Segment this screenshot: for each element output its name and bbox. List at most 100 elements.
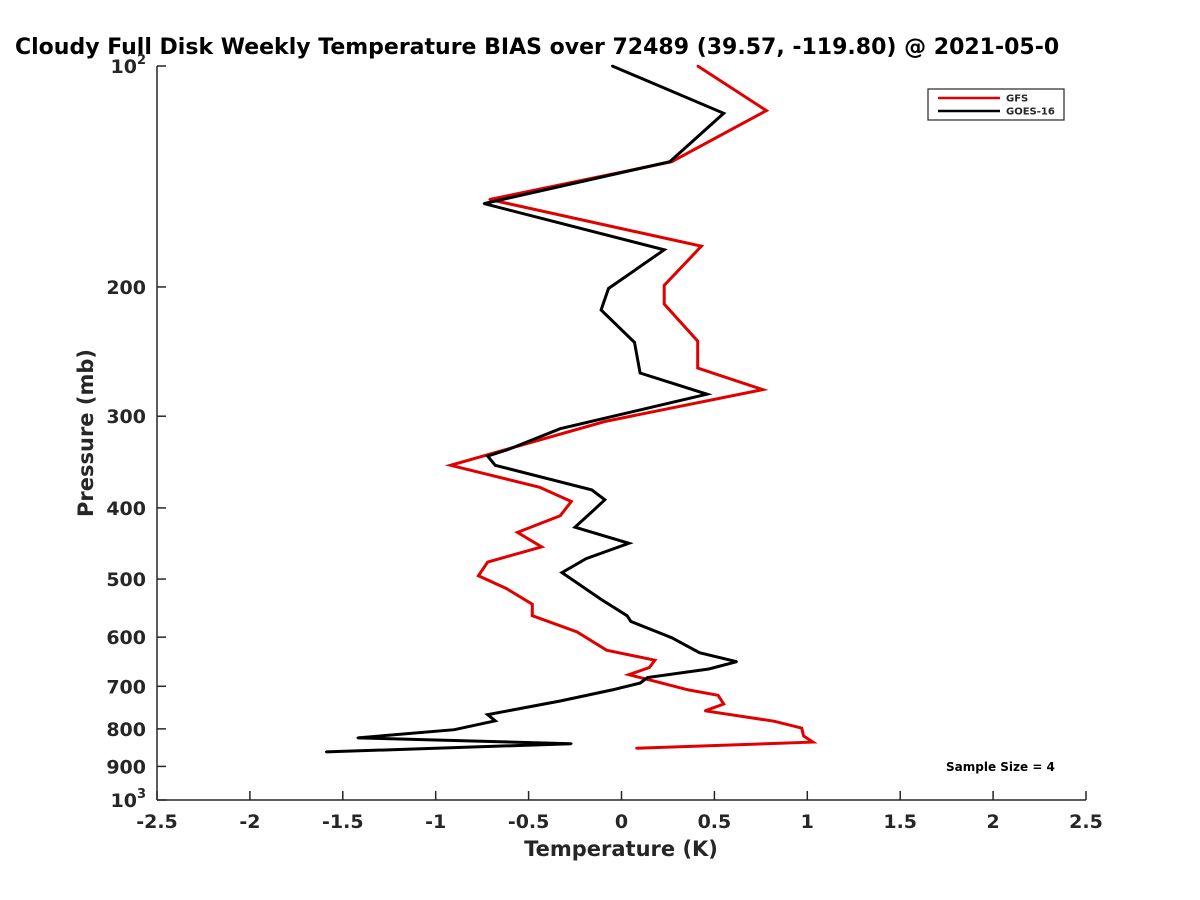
data-point xyxy=(449,464,452,467)
data-point xyxy=(605,648,608,652)
y-tick-label: 300 xyxy=(106,406,146,428)
sample-size-annotation: Sample Size = 4 xyxy=(946,760,1055,774)
data-point xyxy=(570,500,573,503)
data-point xyxy=(705,393,709,396)
x-axis-label: Temperature (K) xyxy=(524,837,718,861)
data-point xyxy=(603,420,606,423)
data-point xyxy=(646,676,649,679)
data-point xyxy=(653,659,657,662)
data-point xyxy=(324,750,328,754)
data-point xyxy=(531,602,534,606)
data-point xyxy=(493,464,497,467)
data-point xyxy=(570,742,573,745)
x-tick-label: -0.5 xyxy=(508,811,550,833)
data-point xyxy=(538,486,541,489)
legend-label: GFS xyxy=(1006,94,1028,105)
y-tick-label: 102 xyxy=(111,53,147,78)
data-point xyxy=(477,574,480,578)
legend-label: GOES-16 xyxy=(1006,107,1055,118)
data-point xyxy=(558,427,562,430)
data-point xyxy=(573,526,577,529)
data-point xyxy=(356,736,359,740)
y-tick-label: 500 xyxy=(106,569,146,591)
data-point xyxy=(558,514,562,517)
data-point xyxy=(663,248,666,252)
x-tick-label: -2 xyxy=(239,811,260,833)
data-point xyxy=(482,202,486,205)
data-point xyxy=(599,308,603,312)
data-point xyxy=(696,366,699,370)
x-tick-label: 1.5 xyxy=(883,811,917,833)
data-point xyxy=(638,371,642,375)
data-point xyxy=(772,720,776,723)
data-point xyxy=(506,448,510,451)
data-point xyxy=(486,454,489,458)
data-point xyxy=(687,688,690,692)
data-point xyxy=(486,560,489,564)
x-tick-label: 0.5 xyxy=(698,811,732,833)
data-point xyxy=(625,614,629,617)
axes-layer: -2.5 -2 -1.5 -1 -0.5 0 0.5 1 1.5 2 2.5 102 200 300 400… xyxy=(106,53,1103,833)
data-point xyxy=(765,109,768,112)
data-point xyxy=(560,571,564,574)
data-point xyxy=(668,160,672,163)
series-gfs xyxy=(444,64,818,750)
x-tick-label: 2 xyxy=(986,811,999,833)
x-tick-label: 0 xyxy=(615,811,628,833)
data-point xyxy=(599,598,603,601)
data-point xyxy=(488,198,491,201)
data-point xyxy=(651,679,655,682)
data-point xyxy=(453,728,456,731)
y-tick-label: 900 xyxy=(106,756,146,778)
data-point xyxy=(486,713,489,716)
data-point xyxy=(633,341,636,344)
data-point xyxy=(663,284,666,287)
y-tick-label: 800 xyxy=(106,719,146,741)
data-point xyxy=(696,64,699,68)
x-tick-label: 1 xyxy=(801,811,814,833)
data-point xyxy=(611,688,614,692)
x-tick-label: -1.5 xyxy=(322,811,364,833)
legend: GFS GOES-16 xyxy=(927,88,1065,121)
data-point xyxy=(648,666,651,669)
data-point xyxy=(627,673,631,676)
data-point xyxy=(629,620,632,623)
data-point xyxy=(558,699,562,703)
data-point xyxy=(584,557,588,560)
chart-title: Cloudy Full Disk Weekly Temperature BIAS… xyxy=(15,35,1059,60)
data-point xyxy=(735,660,738,663)
data-point xyxy=(802,734,805,738)
series-layer xyxy=(324,64,818,754)
data-point xyxy=(670,636,673,639)
data-point xyxy=(607,287,610,290)
x-tick-label: 2.5 xyxy=(1069,811,1103,833)
data-point xyxy=(716,694,720,697)
data-point xyxy=(722,112,725,115)
data-point xyxy=(540,545,543,549)
data-point xyxy=(590,510,593,514)
data-point xyxy=(575,630,579,634)
data-point xyxy=(516,531,519,534)
data-point xyxy=(493,719,497,722)
data-point xyxy=(811,740,815,744)
data-point xyxy=(800,726,803,730)
data-point xyxy=(590,488,593,492)
series-goes-16 xyxy=(324,64,738,754)
y-axis-label: Pressure (mb) xyxy=(74,349,98,517)
data-point xyxy=(638,681,642,685)
legend-box xyxy=(927,88,1065,121)
data-point xyxy=(722,702,725,706)
data-point xyxy=(627,542,631,545)
data-point xyxy=(703,709,707,713)
data-point xyxy=(761,388,764,391)
data-point xyxy=(696,339,699,343)
data-point xyxy=(663,302,666,306)
y-tick-label: 600 xyxy=(106,627,146,649)
y-tick-label: 103 xyxy=(111,787,147,812)
y-tick-label: 400 xyxy=(106,498,146,520)
series-line xyxy=(326,64,738,754)
data-point xyxy=(700,245,703,248)
data-point xyxy=(505,587,508,590)
